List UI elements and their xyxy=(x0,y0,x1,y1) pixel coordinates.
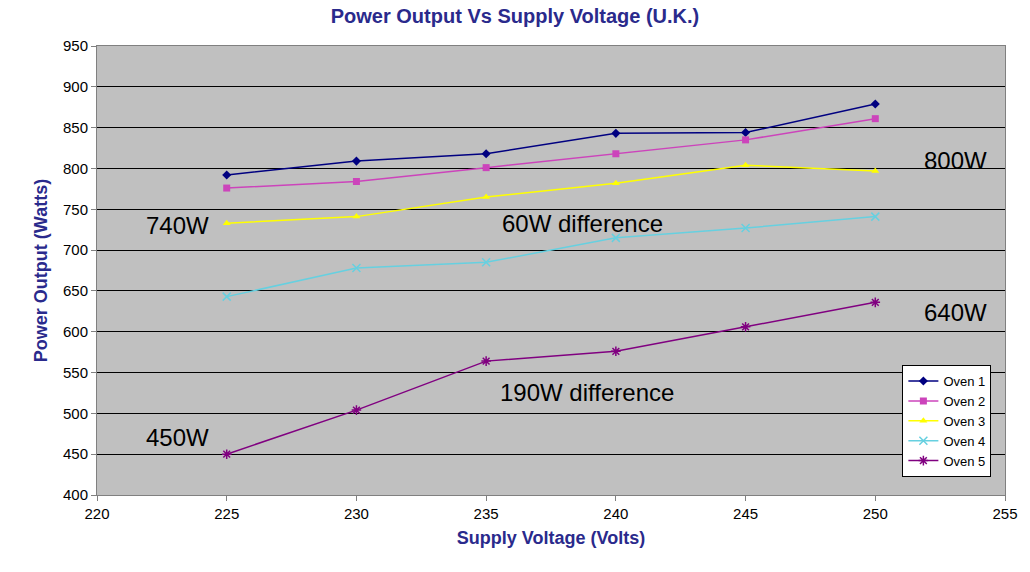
svg-text:225: 225 xyxy=(214,505,239,522)
svg-text:250: 250 xyxy=(863,505,888,522)
svg-text:740W: 740W xyxy=(146,212,209,239)
svg-text:850: 850 xyxy=(63,119,88,136)
svg-text:950: 950 xyxy=(63,37,88,54)
svg-text:Oven 3: Oven 3 xyxy=(943,414,985,429)
svg-text:750: 750 xyxy=(63,201,88,218)
svg-text:Power Output Vs Supply Voltage: Power Output Vs Supply Voltage (U.K.) xyxy=(331,5,700,27)
svg-text:240: 240 xyxy=(603,505,628,522)
svg-text:900: 900 xyxy=(63,78,88,95)
svg-text:190W difference: 190W difference xyxy=(500,379,674,406)
svg-text:Supply Voltage (Volts): Supply Voltage (Volts) xyxy=(457,528,645,548)
svg-text:Oven 4: Oven 4 xyxy=(943,434,985,449)
svg-text:600: 600 xyxy=(63,323,88,340)
svg-text:Power Output (Watts): Power Output (Watts) xyxy=(31,179,51,362)
svg-text:500: 500 xyxy=(63,405,88,422)
svg-text:Oven 5: Oven 5 xyxy=(943,454,985,469)
svg-text:60W difference: 60W difference xyxy=(502,210,663,237)
svg-text:640W: 640W xyxy=(924,299,987,326)
svg-text:800W: 800W xyxy=(924,147,987,174)
svg-text:550: 550 xyxy=(63,364,88,381)
svg-text:450: 450 xyxy=(63,445,88,462)
svg-text:650: 650 xyxy=(63,282,88,299)
svg-text:245: 245 xyxy=(733,505,758,522)
svg-text:800: 800 xyxy=(63,160,88,177)
svg-text:400: 400 xyxy=(63,486,88,503)
svg-text:230: 230 xyxy=(344,505,369,522)
svg-text:235: 235 xyxy=(474,505,499,522)
svg-text:255: 255 xyxy=(992,505,1017,522)
svg-text:220: 220 xyxy=(84,505,109,522)
svg-text:Oven 2: Oven 2 xyxy=(943,394,985,409)
svg-text:Oven 1: Oven 1 xyxy=(943,374,985,389)
svg-text:450W: 450W xyxy=(146,424,209,451)
svg-text:700: 700 xyxy=(63,241,88,258)
